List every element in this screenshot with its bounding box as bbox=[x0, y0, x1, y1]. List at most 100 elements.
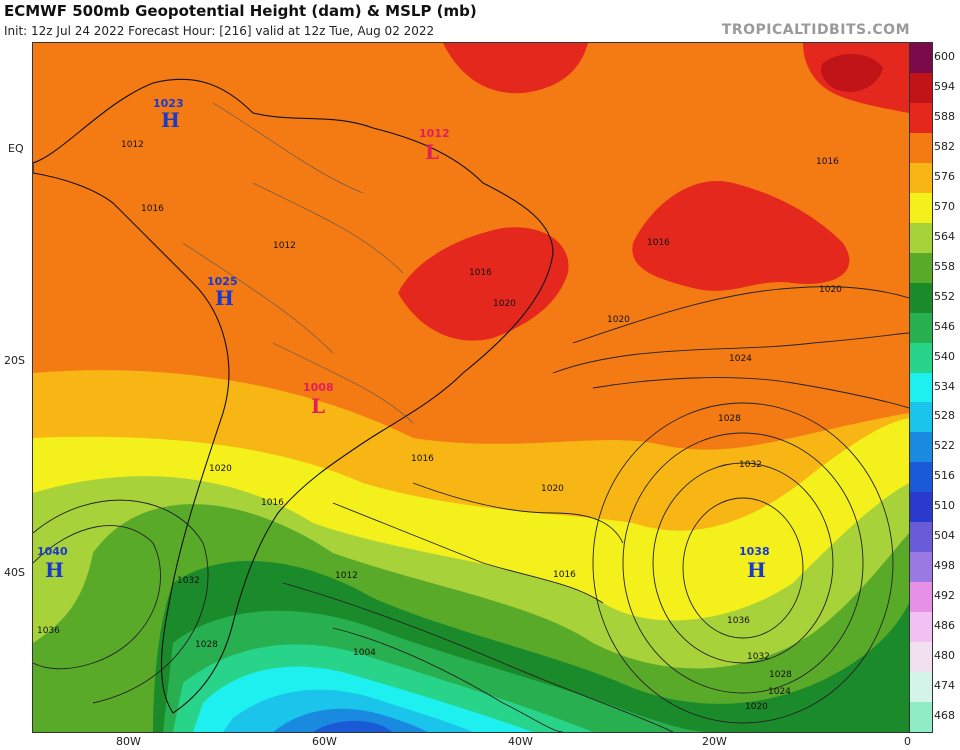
colorbar-segment bbox=[910, 612, 932, 643]
isobar-label: 1020 bbox=[541, 484, 564, 494]
isobar-label: 1012 bbox=[273, 241, 296, 251]
high-symbol: H bbox=[45, 558, 64, 582]
colorbar-segment bbox=[910, 102, 932, 133]
colorbar-segment bbox=[910, 702, 932, 733]
lon-label-20w: 20W bbox=[702, 735, 727, 748]
colorbar-segment bbox=[910, 43, 932, 73]
forecast-map: 1012 1016 1016 1016 1016 1020 1020 1020 … bbox=[32, 42, 910, 733]
low-symbol: L bbox=[311, 394, 325, 418]
isobar-label: 1020 bbox=[607, 315, 630, 325]
band-522 bbox=[273, 708, 428, 732]
isobar-label: 1028 bbox=[769, 670, 792, 680]
isobar-label: 1032 bbox=[739, 460, 762, 470]
colorbar-label: 510 bbox=[934, 499, 955, 513]
high-symbol: H bbox=[161, 108, 180, 132]
isobar-label: 1032 bbox=[177, 576, 200, 586]
high-value: 1023 bbox=[153, 97, 184, 110]
isobar-label: 1020 bbox=[493, 299, 516, 309]
chart-title: ECMWF 500mb Geopotential Height (dam) & … bbox=[4, 2, 477, 20]
isobar-label: 1020 bbox=[209, 464, 232, 474]
colorbar-label: 504 bbox=[934, 529, 955, 543]
colorbar-segment bbox=[910, 582, 932, 613]
map-canvas: 1012 1016 1016 1016 1016 1020 1020 1020 … bbox=[33, 43, 909, 732]
isobar-label: 1028 bbox=[718, 414, 741, 424]
colorbar-label: 534 bbox=[934, 379, 955, 393]
colorbar-label: 522 bbox=[934, 439, 955, 453]
high-value: 1040 bbox=[37, 545, 68, 558]
colorbar-label: 468 bbox=[934, 709, 955, 723]
colorbar-label: 582 bbox=[934, 139, 955, 153]
colorbar-label: 492 bbox=[934, 589, 955, 603]
ridge-588-brazil bbox=[398, 227, 569, 341]
colorbar-segment bbox=[910, 192, 932, 223]
ridge-588-atlantic bbox=[632, 181, 850, 291]
lon-label-40w: 40W bbox=[508, 735, 533, 748]
isobar-label: 1016 bbox=[553, 570, 576, 580]
high-symbol: H bbox=[215, 286, 234, 310]
colorbar-segment bbox=[910, 462, 932, 493]
lon-label-80w: 80W bbox=[116, 735, 141, 748]
colorbar-segment bbox=[910, 492, 932, 523]
colorbar-label: 558 bbox=[934, 259, 955, 273]
colorbar-label: 474 bbox=[934, 679, 955, 693]
colorbar-label: 498 bbox=[934, 559, 955, 573]
high-value: 1025 bbox=[207, 275, 238, 288]
isobar-label: 1036 bbox=[727, 616, 750, 626]
colorbar-label: 552 bbox=[934, 289, 955, 303]
isobar-label: 1004 bbox=[353, 648, 376, 658]
colorbar-segment bbox=[910, 522, 932, 553]
isobar-label: 1016 bbox=[647, 238, 670, 248]
colorbar-label: 570 bbox=[934, 199, 955, 213]
colorbar-segment bbox=[910, 252, 932, 283]
colorbar-label: 480 bbox=[934, 649, 955, 663]
isobar-label: 1016 bbox=[816, 157, 839, 167]
colorbar-segment bbox=[910, 282, 932, 313]
colorbar-label: 546 bbox=[934, 319, 955, 333]
ridge-594-africa bbox=[821, 53, 883, 92]
colorbar-segment bbox=[910, 132, 932, 163]
isobar-label: 1020 bbox=[819, 285, 842, 295]
colorbar-segment bbox=[910, 72, 932, 103]
low-value: 1012 bbox=[419, 127, 450, 140]
colorbar-segment bbox=[910, 342, 932, 373]
isobar-label: 1020 bbox=[745, 702, 768, 712]
colorbar-segment bbox=[910, 432, 932, 463]
isobar-label: 1036 bbox=[37, 626, 60, 636]
watermark: TROPICALTIDBITS.COM bbox=[721, 22, 910, 38]
colorbar-segment bbox=[910, 672, 932, 703]
isobar-label: 1016 bbox=[261, 498, 284, 508]
isobar-label: 1028 bbox=[195, 640, 218, 650]
lat-label-20s: 20S bbox=[4, 354, 25, 367]
ridge-588-north bbox=[443, 43, 588, 94]
colorbar-label: 576 bbox=[934, 169, 955, 183]
isobar-label: 1016 bbox=[141, 204, 164, 214]
colorbar-segment bbox=[910, 372, 932, 403]
isobar-label: 1032 bbox=[747, 652, 770, 662]
colorbar-label: 588 bbox=[934, 109, 955, 123]
isobar-label: 1016 bbox=[411, 454, 434, 464]
isobars bbox=[33, 286, 909, 732]
colorbar-label: 594 bbox=[934, 79, 955, 93]
isobar-label: 1024 bbox=[729, 354, 752, 364]
colorbar-segment bbox=[910, 552, 932, 583]
low-symbol: L bbox=[425, 140, 439, 164]
colorbar-segment bbox=[910, 642, 932, 673]
colorbar-label: 528 bbox=[934, 409, 955, 423]
chart-subtitle: Init: 12z Jul 24 2022 Forecast Hour: [21… bbox=[4, 24, 435, 38]
isobar-label: 1012 bbox=[335, 571, 358, 581]
country-borders bbox=[182, 102, 414, 424]
colorbar-label: 516 bbox=[934, 469, 955, 483]
isobar-label: 1016 bbox=[469, 268, 492, 278]
pressure-centers: 1023 H 1012 L 1025 H 1008 L 1040 H 1038 … bbox=[37, 97, 770, 582]
colorbar-label: 540 bbox=[934, 349, 955, 363]
lon-label-0: 0 bbox=[904, 735, 911, 748]
isobar-label: 1024 bbox=[768, 687, 791, 697]
high-value: 1038 bbox=[739, 545, 770, 558]
colorbar-segment bbox=[910, 222, 932, 253]
lon-label-60w: 60W bbox=[312, 735, 337, 748]
colorbar-segment bbox=[910, 312, 932, 343]
low-value: 1008 bbox=[303, 381, 334, 394]
colorbar-label: 486 bbox=[934, 619, 955, 633]
colorbar bbox=[909, 42, 933, 733]
high-symbol: H bbox=[747, 558, 766, 582]
